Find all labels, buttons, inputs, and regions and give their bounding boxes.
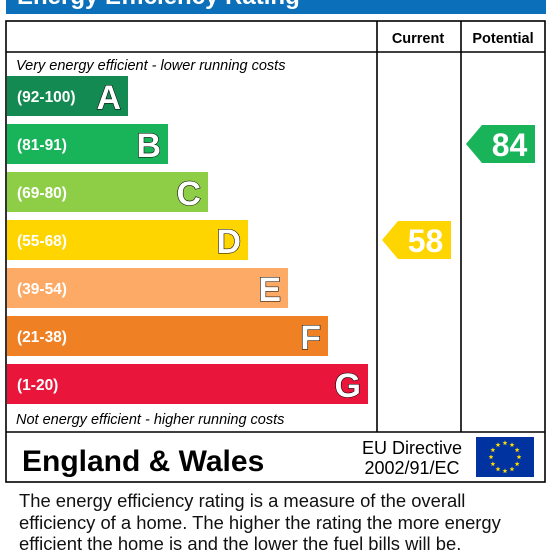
band-c-range: (69-80) <box>17 185 67 202</box>
caption: The energy efficiency rating is a measur… <box>19 490 501 555</box>
band-g-letter: G <box>335 367 361 405</box>
band-g-bar <box>7 364 368 404</box>
eu-star <box>509 466 515 472</box>
band-f-range: (21-38) <box>17 329 67 346</box>
top-note: Very energy efficient - lower running co… <box>16 58 285 74</box>
band-b-range: (81-91) <box>17 137 67 154</box>
band-g-range: (1-20) <box>17 377 58 394</box>
band-b-letter: B <box>136 127 161 165</box>
rating-bands: (92-100) A (81-91) B (69-80) C (55-68) D (39-54)… <box>7 76 368 406</box>
eu-star <box>490 461 496 467</box>
band-a-range: (92-100) <box>17 89 76 106</box>
directive-line-1: EU Directive <box>362 438 462 458</box>
chart-title: Energy Efficiency Rating <box>17 0 300 10</box>
band-f-letter: F <box>300 319 321 357</box>
directive-line-2: 2002/91/EC <box>364 458 459 478</box>
eu-stars <box>488 440 522 474</box>
title-banner <box>6 0 546 14</box>
eu-star <box>502 468 508 474</box>
band-a-letter: A <box>96 79 121 117</box>
potential-rating-arrow <box>466 125 535 163</box>
band-c-letter: C <box>176 175 201 213</box>
potential-rating-value: 84 <box>492 127 528 163</box>
eu-star <box>502 440 508 446</box>
eu-star <box>495 466 501 472</box>
current-rating-arrow <box>382 221 451 259</box>
current-rating-value: 58 <box>408 223 444 259</box>
region-label: England & Wales <box>22 445 264 478</box>
column-header-potential: Potential <box>472 31 533 47</box>
rating-arrows: 58 84 <box>382 125 535 259</box>
band-e-letter: E <box>258 271 281 309</box>
eu-star <box>509 442 515 447</box>
band-d-letter: D <box>216 223 241 261</box>
eu-star <box>488 454 494 460</box>
band-e-range: (39-54) <box>17 281 67 298</box>
eu-star <box>514 461 520 467</box>
band-f-bar <box>7 316 328 356</box>
eu-star <box>495 442 501 447</box>
band-a-bar <box>7 76 128 116</box>
eu-star <box>516 454 522 460</box>
eu-star <box>490 447 496 453</box>
band-e-bar <box>7 268 288 308</box>
band-d-range: (55-68) <box>17 233 67 250</box>
band-c-bar <box>7 172 208 212</box>
band-b-bar <box>7 124 168 164</box>
column-header-current: Current <box>392 31 445 47</box>
eu-star <box>514 447 520 453</box>
band-d-bar <box>7 220 248 260</box>
bottom-note: Not energy efficient - higher running co… <box>16 412 284 428</box>
